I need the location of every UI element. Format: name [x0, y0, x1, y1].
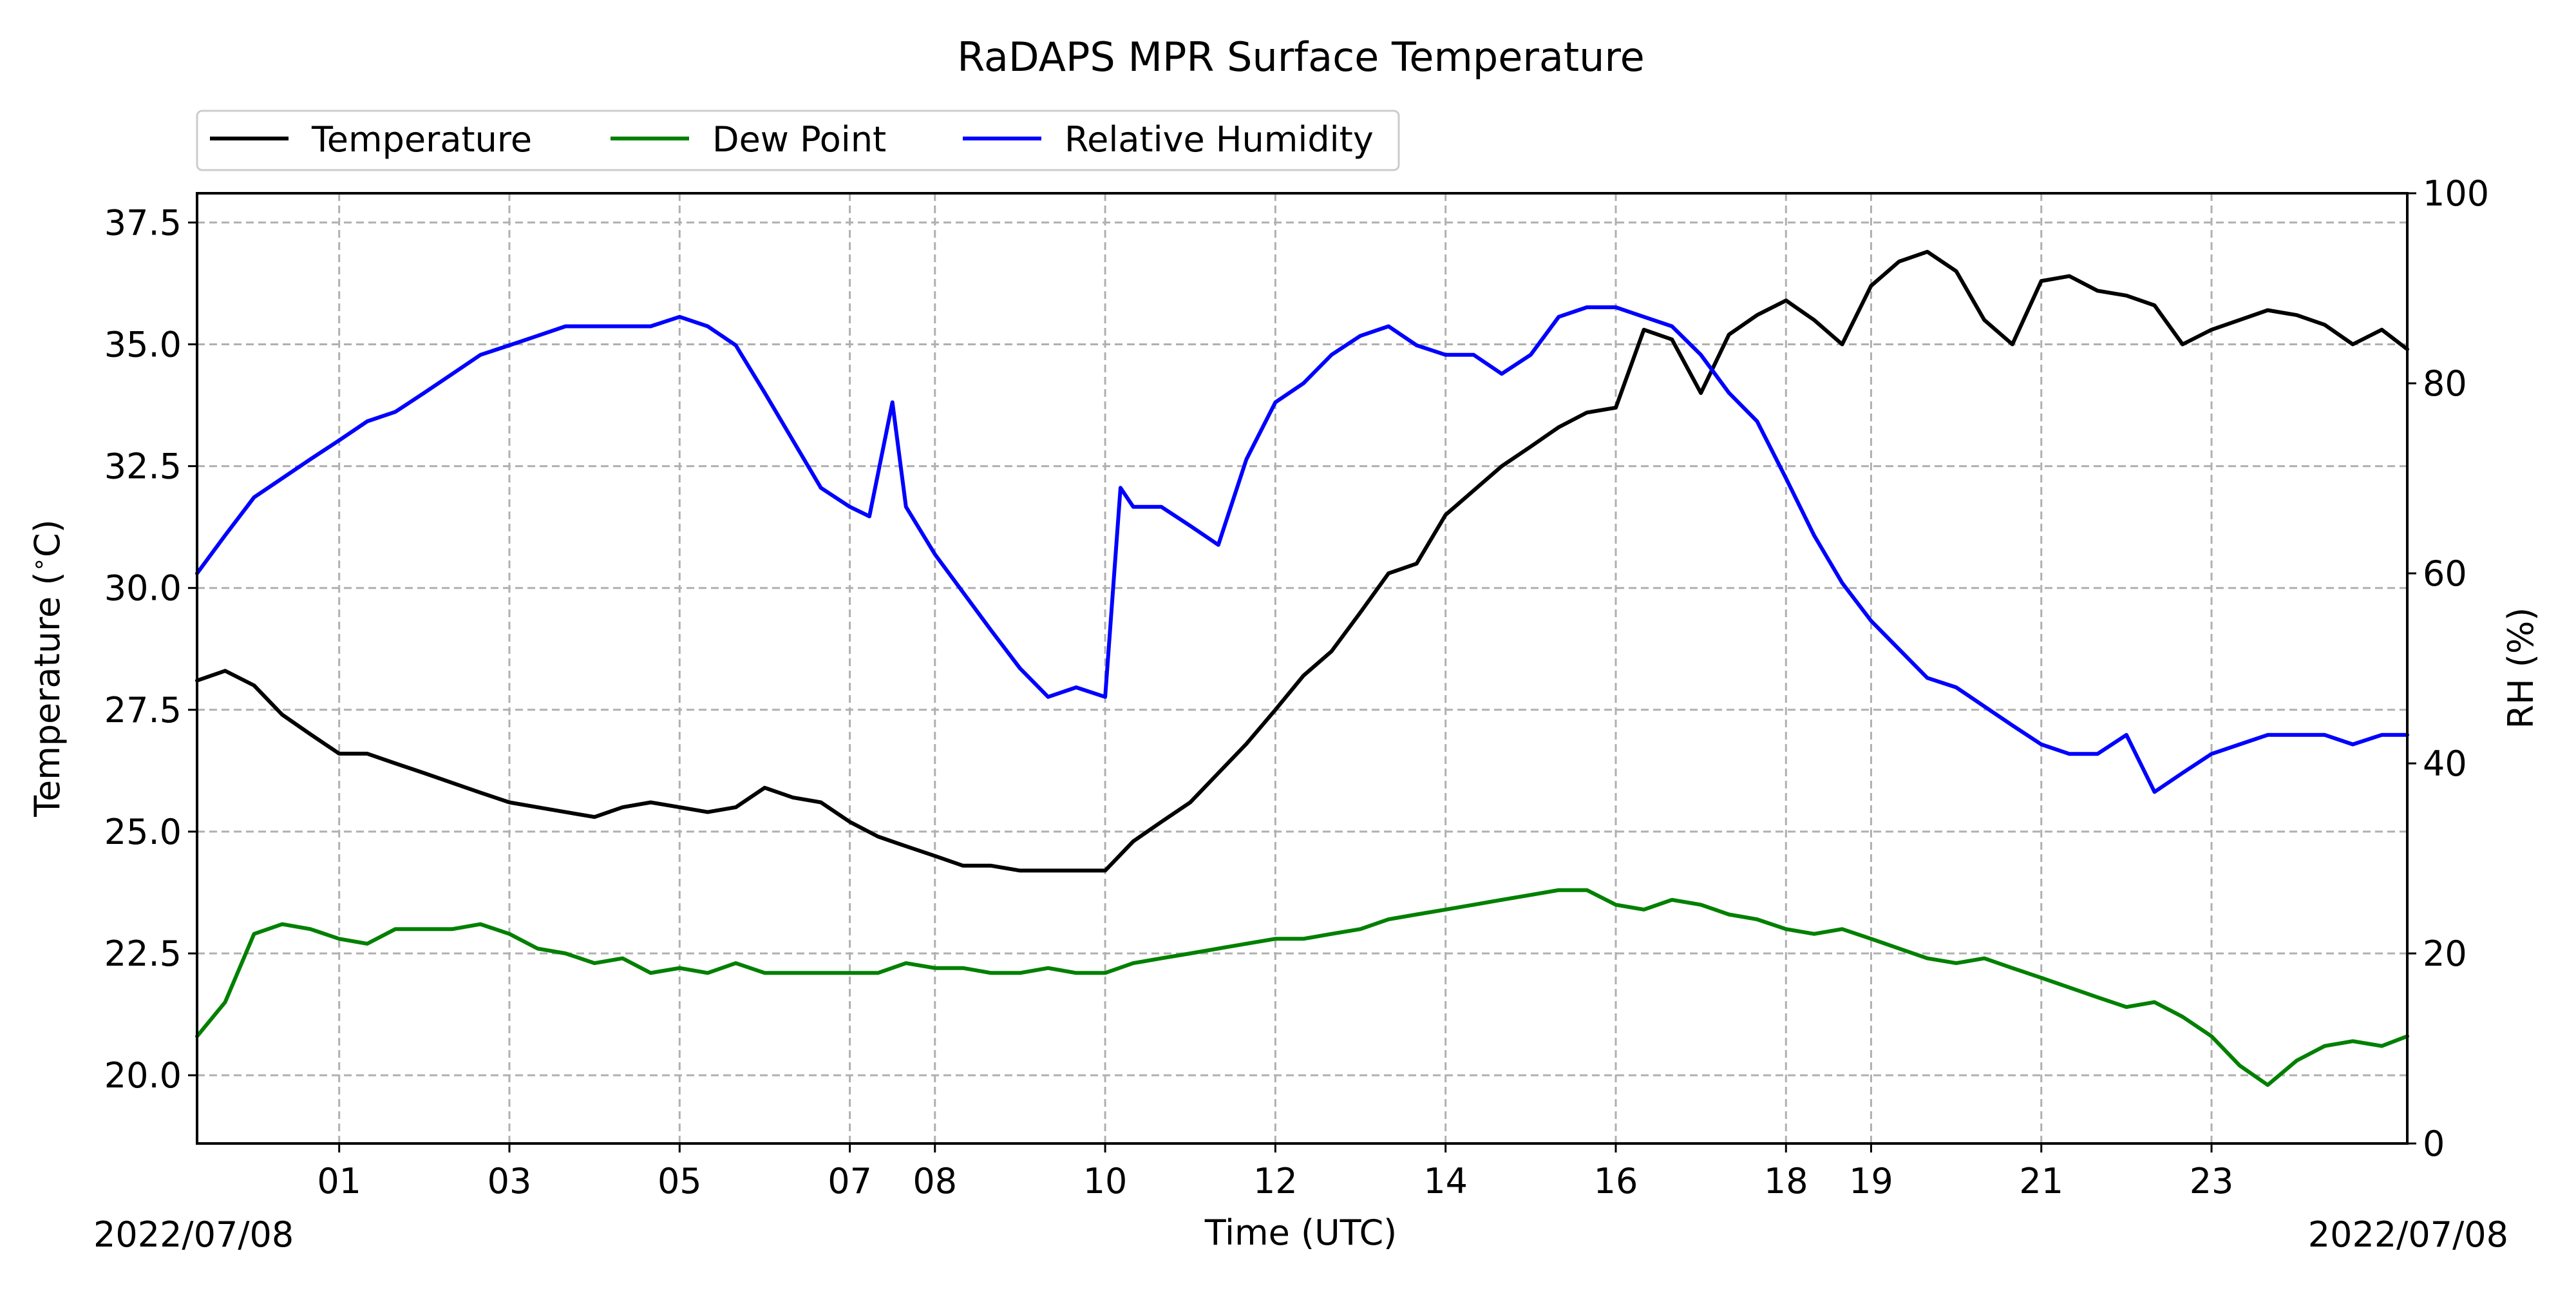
y-right-tick-label: 60 — [2423, 553, 2467, 594]
x-tick-label: 14 — [1423, 1161, 1468, 1201]
legend-label-dew-point: Dew Point — [712, 119, 886, 160]
y-right-tick-label: 0 — [2423, 1124, 2445, 1164]
x-tick-label: 01 — [317, 1161, 361, 1201]
x-tick-label: 03 — [488, 1161, 532, 1201]
series-line-temperature — [195, 249, 2409, 873]
x-tick-label: 12 — [1253, 1161, 1298, 1201]
legend-box — [196, 110, 1400, 171]
y-left-tick-label: 37.5 — [104, 202, 182, 243]
grid-lines — [197, 193, 2407, 1143]
x-tick-label: 16 — [1594, 1161, 1638, 1201]
series-layer — [195, 249, 2409, 1087]
y-axis-label-right: RH (%) — [2501, 607, 2541, 729]
x-axis-label: Time (UTC) — [1204, 1212, 1397, 1253]
x-tick-label: 18 — [1764, 1161, 1808, 1201]
x-tick-label: 21 — [2019, 1161, 2063, 1201]
y-left-tick-label: 30.0 — [104, 568, 182, 609]
y-left-tick-label: 32.5 — [104, 446, 182, 487]
x-tick-label: 23 — [2190, 1161, 2234, 1201]
plot-frame — [196, 192, 2409, 1145]
series-line-dew-point — [195, 888, 2409, 1087]
x-tick-label: 19 — [1849, 1161, 1893, 1201]
y-left-tick-label: 27.5 — [104, 690, 182, 731]
axis-ticks: 01 03 05 07 08 10 12 14 16 18 19 21 23 20.0 22.5 25.0 27… — [104, 173, 2489, 1201]
y-left-tick-label: 22.5 — [104, 933, 182, 974]
y-left-tick-label: 20.0 — [104, 1055, 182, 1096]
y-right-tick-label: 100 — [2423, 173, 2489, 214]
x-tick-label: 07 — [828, 1161, 872, 1201]
legend-label-relative-humidity: Relative Humidity — [1065, 119, 1374, 160]
x-tick-label: 10 — [1083, 1161, 1128, 1201]
chart-title: RaDAPS MPR Surface Temperature — [957, 33, 1645, 81]
y-left-tick-label: 35.0 — [104, 324, 182, 365]
y-right-tick-label: 20 — [2423, 933, 2467, 974]
date-label-left: 2022/07/08 — [93, 1214, 294, 1255]
legend: Temperature Dew Point Relative Humidity — [196, 110, 1400, 171]
y-right-tick-label: 40 — [2423, 743, 2467, 784]
y-axis-label-left: Temperature (∘C) — [26, 519, 68, 818]
x-tick-label: 08 — [913, 1161, 957, 1201]
date-label-right: 2022/07/08 — [2308, 1214, 2508, 1255]
y-right-tick-label: 80 — [2423, 363, 2467, 404]
legend-label-temperature: Temperature — [311, 119, 532, 160]
series-line-relative-humidity — [195, 305, 2409, 794]
x-tick-label: 05 — [658, 1161, 702, 1201]
y-left-tick-label: 25.0 — [104, 812, 182, 852]
